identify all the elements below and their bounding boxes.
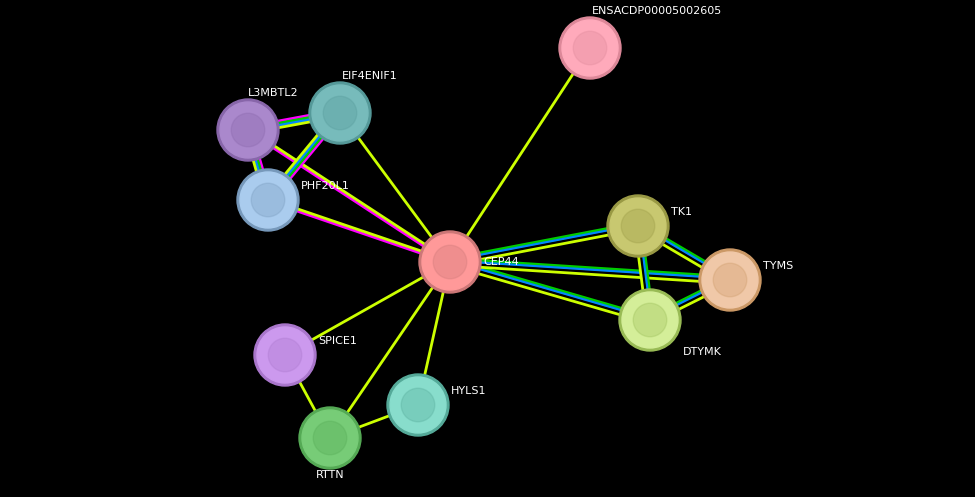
Circle shape: [217, 99, 279, 161]
Text: CEP44: CEP44: [483, 257, 519, 267]
Circle shape: [713, 263, 747, 297]
Circle shape: [622, 292, 678, 348]
Circle shape: [323, 96, 357, 130]
Circle shape: [387, 374, 449, 436]
Circle shape: [607, 195, 669, 257]
Circle shape: [610, 198, 666, 254]
Circle shape: [419, 231, 481, 293]
Text: ENSACDP00005002605: ENSACDP00005002605: [592, 6, 722, 16]
Circle shape: [231, 113, 265, 147]
Circle shape: [268, 338, 302, 372]
Circle shape: [390, 377, 446, 433]
Circle shape: [702, 252, 758, 308]
Circle shape: [237, 169, 299, 231]
Text: PHF20L1: PHF20L1: [301, 181, 350, 191]
Text: TYMS: TYMS: [763, 261, 794, 271]
Circle shape: [220, 102, 276, 158]
Circle shape: [573, 31, 606, 65]
Circle shape: [312, 85, 368, 141]
Circle shape: [309, 82, 371, 144]
Text: RTTN: RTTN: [316, 470, 344, 480]
Text: L3MBTL2: L3MBTL2: [248, 88, 298, 98]
Circle shape: [633, 303, 667, 337]
Circle shape: [621, 209, 655, 243]
Text: HYLS1: HYLS1: [451, 386, 487, 396]
Circle shape: [302, 410, 358, 466]
Circle shape: [313, 421, 347, 455]
Circle shape: [299, 407, 361, 469]
Text: SPICE1: SPICE1: [318, 336, 357, 346]
Circle shape: [699, 249, 761, 311]
Circle shape: [254, 324, 316, 386]
Circle shape: [433, 245, 467, 279]
Circle shape: [401, 388, 435, 422]
Circle shape: [619, 289, 681, 351]
Circle shape: [422, 234, 478, 290]
Circle shape: [559, 17, 621, 79]
Circle shape: [257, 327, 313, 383]
Circle shape: [562, 20, 618, 76]
Circle shape: [240, 172, 296, 228]
Text: EIF4ENIF1: EIF4ENIF1: [342, 71, 398, 81]
Text: DTYMK: DTYMK: [683, 347, 722, 357]
Circle shape: [252, 183, 285, 217]
Text: TK1: TK1: [671, 207, 692, 217]
